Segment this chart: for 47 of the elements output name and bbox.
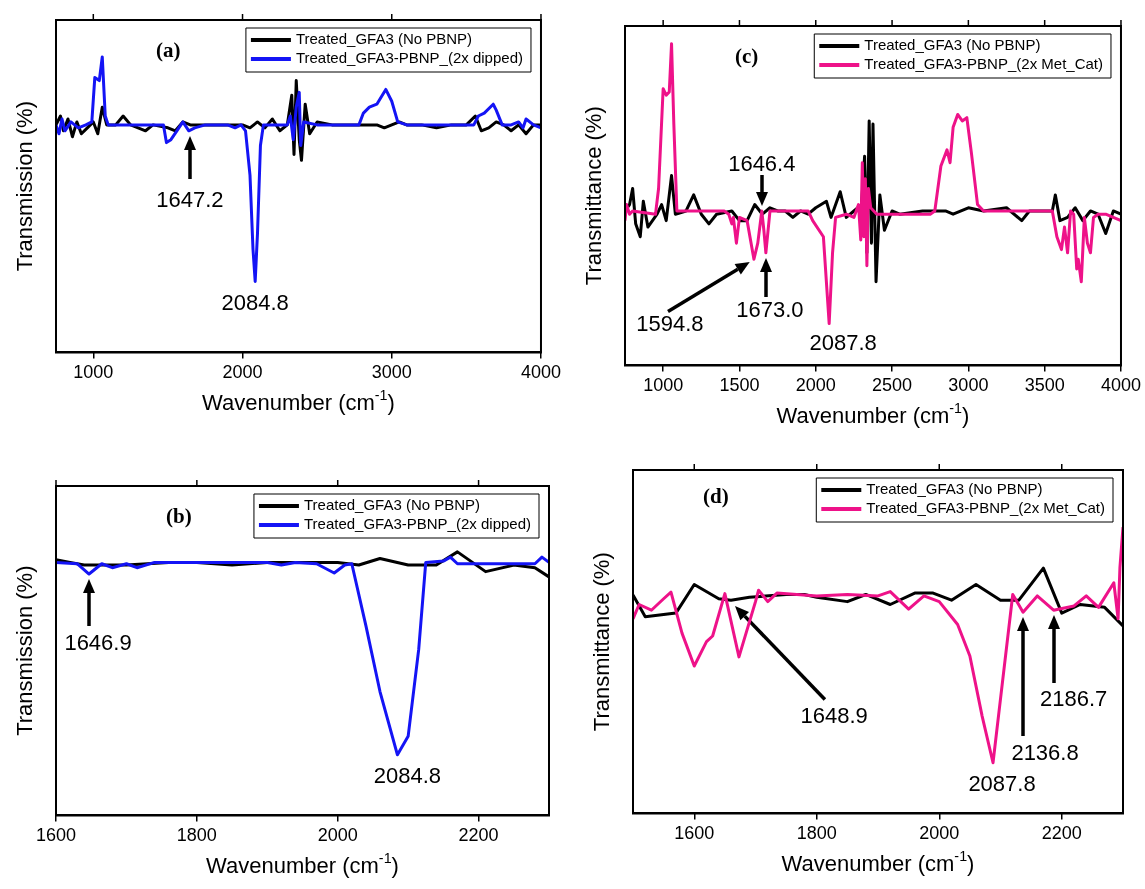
annotation: 2087.8 — [968, 770, 1036, 796]
annotation: 1646.4 — [728, 151, 796, 177]
chart-title: (a) — [156, 38, 181, 63]
x-tick-label: 2000 — [795, 375, 836, 396]
y-axis-title: Transmittance (%) — [589, 552, 615, 732]
x-tick-label: 4000 — [1100, 375, 1141, 396]
annotation: 2186.7 — [1039, 686, 1108, 712]
x-tick-label: 4000 — [520, 362, 561, 383]
x-tick-label: 2000 — [222, 362, 263, 383]
legend-label: Treated_GFA3 (No PBNP) — [864, 36, 1041, 54]
annotation: 1647.2 — [156, 186, 224, 212]
legend-label: Treated_GFA3 (No PBNP) — [295, 30, 473, 48]
x-tick-label: 1000 — [643, 375, 684, 396]
annotation: 2084.8 — [373, 762, 442, 788]
annotation: 1673.0 — [736, 296, 804, 322]
legend-label: Treated_GFA3-PBNP_(2x Met_Cat) — [866, 499, 1106, 517]
x-tick-label: 3500 — [1024, 375, 1065, 396]
annotation: 2136.8 — [1011, 740, 1079, 766]
x-tick-label: 3000 — [948, 375, 989, 396]
x-tick-label: 2200 — [458, 825, 499, 846]
annotation: 2087.8 — [809, 329, 877, 355]
x-tick-label: 2000 — [919, 823, 960, 844]
y-axis-title: Transmittance (%) — [581, 106, 607, 286]
annotation: 1594.8 — [636, 311, 704, 337]
chart-title: (c) — [735, 44, 759, 69]
chart-title: (b) — [166, 504, 192, 529]
annotation: 1646.9 — [64, 630, 132, 656]
y-axis-title: Transmission (%) — [12, 565, 38, 736]
x-tick-label: 2500 — [872, 375, 913, 396]
x-tick-label: 1800 — [796, 823, 837, 844]
legend-label: Treated_GFA3-PBNP_(2x dipped) — [295, 49, 523, 67]
annotation: 1648.9 — [800, 702, 868, 728]
x-tick-label: 1600 — [674, 823, 715, 844]
legend-label: Treated_GFA3-PBNP_(2x Met_Cat) — [864, 55, 1103, 73]
y-axis-title: Transmission (%) — [12, 101, 38, 272]
legend-label: Treated_GFA3 (No PBNP) — [866, 480, 1043, 498]
x-tick-label: 3000 — [371, 362, 412, 383]
annotation: 2084.8 — [221, 289, 289, 315]
x-tick-label: 1800 — [176, 825, 217, 846]
x-tick-label: 2200 — [1041, 823, 1082, 844]
x-tick-label: 1600 — [35, 825, 77, 846]
x-tick-label: 1000 — [73, 362, 114, 383]
legend-label: Treated_GFA3-PBNP_(2x dipped) — [303, 515, 531, 533]
x-tick-label: 2000 — [317, 825, 358, 846]
legend-label: Treated_GFA3 (No PBNP) — [303, 496, 481, 514]
x-tick-label: 1500 — [719, 375, 760, 396]
chart-title: (d) — [703, 484, 729, 509]
